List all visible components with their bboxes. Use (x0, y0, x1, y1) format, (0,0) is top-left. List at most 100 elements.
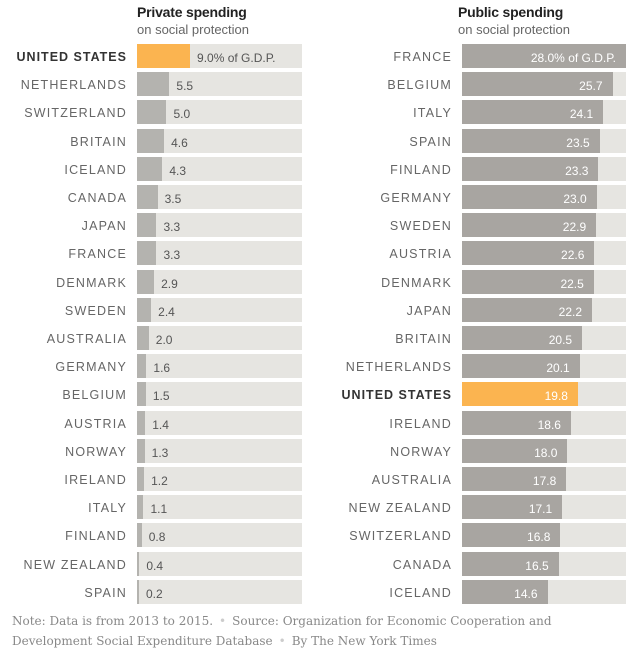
public-bar-track: 14.6 (462, 579, 626, 604)
public-country-label: SPAIN (409, 134, 452, 149)
private-value-label: 2.0 (155, 333, 173, 347)
public-bar-row: JAPAN 22.2 (0, 297, 640, 322)
private-bar (137, 128, 165, 153)
private-value-label: 2.4 (158, 304, 175, 319)
public-bar (462, 410, 571, 435)
private-bar (137, 579, 139, 604)
public-country-label: SWITZERLAND (349, 529, 452, 544)
public-bar (462, 326, 583, 350)
private-bar (137, 326, 149, 350)
public-bar-track: 28.0% of G.D.P. (462, 44, 626, 68)
private-bar-track: 0.8 (137, 523, 302, 548)
private-bar-row: SWITZERLAND 5.0 (0, 100, 640, 125)
public-bar-row: DENMARK 22.5 (0, 269, 640, 294)
public-value-label: 22.2 (558, 304, 583, 319)
public-bar-row: AUSTRIA 22.6 (0, 241, 640, 266)
public-country-label: IRELAND (389, 416, 452, 431)
private-country-label: JAPAN (81, 219, 127, 234)
private-value-label: 4.6 (171, 135, 188, 150)
public-value-label: 14.6 (514, 586, 538, 601)
public-country-label: DENMARK (381, 275, 452, 290)
private-country-label: ICELAND (64, 162, 127, 177)
private-country-label: FRANCE (68, 247, 127, 262)
private-country-label: BRITAIN (70, 134, 127, 149)
public-bar (462, 100, 604, 125)
private-bar-track: 5.0 (137, 100, 302, 125)
public-bar (462, 185, 597, 209)
public-bar (462, 354, 580, 379)
private-country-label: UNITED STATES (16, 50, 127, 64)
private-country-label: SWEDEN (64, 303, 127, 318)
public-bar-row: NETHERLANDS 20.1 (0, 354, 640, 379)
private-value-label: 5.5 (176, 79, 194, 94)
private-bar-row: BELGIUM 1.5 (0, 382, 640, 407)
public-country-label: FRANCE (393, 50, 452, 64)
public-bar (462, 128, 600, 153)
public-country-label: GERMANY (380, 191, 452, 205)
private-bar-track: 2.4 (137, 297, 302, 322)
public-bar-track: 23.3 (462, 156, 626, 181)
private-bar-row: BRITAIN 4.6 (0, 128, 640, 153)
public-bar (462, 269, 594, 294)
private-bar (137, 213, 157, 238)
private-bar (137, 269, 155, 294)
private-bar-row: AUSTRIA 1.4 (0, 410, 640, 435)
private-country-label: BELGIUM (62, 388, 127, 403)
private-country-label: ITALY (88, 501, 127, 516)
public-country-label: SWEDEN (389, 219, 452, 234)
private-value-label: 0.4 (146, 558, 164, 573)
public-country-label: BRITAIN (395, 332, 452, 346)
public-value-label: 24.1 (569, 107, 594, 122)
public-bar-track: 19.8 (462, 382, 626, 407)
footnote-note: Note: Data is from 2013 to 2015. (12, 614, 214, 628)
footnote: Note: Data is from 2013 to 2015. • Source:… (12, 611, 632, 651)
public-bar (462, 467, 567, 491)
public-value-label: 16.8 (527, 530, 551, 545)
public-country-label: JAPAN (406, 303, 452, 318)
public-bar (462, 438, 568, 463)
public-bar-row: BELGIUM 25.7 (0, 72, 640, 97)
public-country-label: NETHERLANDS (345, 360, 452, 375)
public-bar-track: 17.1 (462, 495, 626, 520)
public-bar-row: ITALY 24.1 (0, 100, 640, 125)
public-chart-subtitle: on social protection (458, 22, 571, 37)
private-country-label: FINLAND (65, 529, 127, 544)
public-bar-track: 23.0 (462, 185, 626, 209)
public-bar-row: IRELAND 18.6 (0, 410, 640, 435)
private-bar-row: NORWAY 1.3 (0, 438, 640, 463)
private-bar (137, 354, 147, 379)
private-value-label: 1.2 (151, 474, 168, 488)
public-bar (462, 213, 597, 238)
public-bar-track: 25.7 (462, 72, 626, 97)
private-bar-track: 5.5 (137, 72, 302, 97)
private-bar-row: FINLAND 0.8 (0, 523, 640, 548)
public-bar-row: FRANCE 28.0% of G.D.P. (0, 44, 640, 68)
private-bar (137, 551, 140, 576)
footnote-credit: By The New York Times (291, 634, 437, 648)
private-value-label: 1.4 (152, 417, 169, 432)
private-bar-row: NETHERLANDS 5.5 (0, 72, 640, 97)
public-value-label: 22.5 (560, 276, 584, 291)
private-bar (137, 44, 191, 68)
private-country-label: NETHERLANDS (20, 78, 127, 93)
public-bar-row: SPAIN 23.5 (0, 128, 640, 153)
private-bar-track: 2.9 (137, 269, 302, 294)
private-value-label: 3.5 (164, 192, 182, 206)
private-bar (137, 156, 163, 181)
private-bar-track: 1.1 (137, 495, 302, 520)
private-bar-track: 1.6 (137, 354, 302, 379)
public-value-label: 20.1 (546, 361, 570, 376)
private-value-label: 1.6 (153, 361, 171, 376)
public-bar-track: 18.0 (462, 438, 626, 463)
private-value-label: 2.9 (161, 276, 178, 291)
private-bar-row: NEW ZEALAND 0.4 (0, 551, 640, 576)
private-bar (137, 185, 158, 209)
private-bar-row: AUSTRALIA 2.0 (0, 326, 640, 350)
public-country-label: FINLAND (390, 162, 452, 177)
public-country-label: CANADA (392, 557, 452, 572)
public-value-label: 17.1 (528, 502, 553, 517)
private-bar-track: 3.3 (137, 213, 302, 238)
public-bar-track: 20.5 (462, 326, 626, 350)
public-value-label: 25.7 (579, 79, 603, 94)
private-bar (137, 241, 157, 266)
